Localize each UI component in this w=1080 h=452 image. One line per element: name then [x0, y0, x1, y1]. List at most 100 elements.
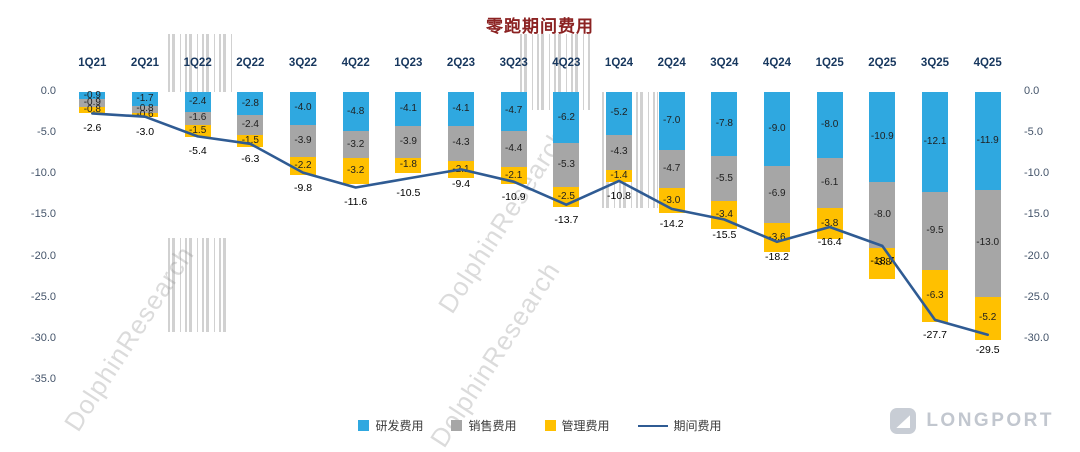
- bar-value-label-rd-expense: -2.4: [189, 95, 207, 107]
- y-axis-label-left: -25.0: [30, 290, 56, 303]
- period-expense-total-label: -2.6: [83, 122, 102, 135]
- y-axis-label-right: -5.0: [1024, 126, 1043, 139]
- period-expense-total-label: -18.2: [765, 250, 789, 263]
- bar-value-label-admin-expense: -2.1: [452, 163, 470, 175]
- period-expense-total-label: -18.7: [870, 254, 895, 267]
- period-expense-total-label: -14.2: [659, 217, 684, 230]
- bar-value-label-rd-expense: -0.9: [83, 89, 101, 101]
- bar-value-label-rd-expense: -5.2: [610, 107, 628, 119]
- bar-segment-rd-expense: [237, 92, 264, 116]
- x-axis-label: 2Q25: [868, 57, 897, 69]
- y-axis-label-left: -35.0: [30, 373, 56, 385]
- y-axis-label-left: -10.0: [30, 167, 56, 180]
- x-axis-label: 2Q21: [130, 57, 160, 69]
- bar-value-label-admin-expense: -2.1: [505, 169, 523, 181]
- legend-item-rd-expense: 研发费用: [358, 417, 423, 434]
- bar-value-label-rd-expense: -6.2: [557, 111, 575, 123]
- y-axis-label-left: -30.0: [30, 331, 56, 344]
- period-expense-total-label: -16.4: [817, 235, 842, 248]
- bar-value-label-admin-expense: -3.2: [347, 164, 365, 176]
- bar-value-label-selling-expense: -6.9: [768, 188, 786, 200]
- legend: 研发费用 销售费用 管理费用 期间费用: [0, 417, 1080, 434]
- legend-item-period-expense: 期间费用: [637, 417, 722, 434]
- bar-value-label-rd-expense: -7.8: [715, 118, 733, 130]
- period-expense-total-label: -3.0: [135, 125, 155, 138]
- period-expense-total-label: -9.4: [451, 178, 471, 191]
- bar-value-label-selling-expense: -4.3: [610, 146, 628, 158]
- bar-segment-admin-expense: [79, 106, 106, 114]
- y-axis-label-left: -20.0: [30, 249, 56, 262]
- bar-value-label-selling-expense: -8.0: [873, 208, 891, 220]
- x-axis-label: 2Q24: [657, 57, 686, 69]
- bar-value-label-admin-expense: -3.0: [663, 194, 681, 206]
- bar-value-label-selling-expense: -13.0: [976, 237, 1000, 249]
- bar-value-label-admin-expense: -3.4: [715, 209, 733, 221]
- bar-value-label-rd-expense: -10.9: [870, 130, 894, 142]
- legend-label-period-expense: 期间费用: [673, 419, 722, 433]
- y-axis-label-left: -15.0: [30, 208, 56, 221]
- period-expense-total-label: -11.6: [344, 196, 368, 209]
- longport-brand-name: LONGPORT: [926, 410, 1054, 431]
- bar-value-label-admin-expense: -1.5: [241, 134, 259, 146]
- bar-value-label-selling-expense: -3.2: [347, 138, 365, 150]
- bar-value-label-rd-expense: -7.0: [663, 114, 681, 126]
- bar-value-label-selling-expense: -0.9: [83, 97, 101, 109]
- x-axis-label: 3Q24: [710, 57, 739, 69]
- bar-value-label-selling-expense: -2.4: [241, 118, 259, 130]
- x-axis-label: 1Q24: [604, 57, 634, 69]
- legend-label-admin-expense: 管理费用: [561, 419, 610, 433]
- period-expense-total-label: -10.8: [607, 189, 631, 202]
- bar-value-label-rd-expense: -4.7: [505, 105, 523, 117]
- bar-value-label-selling-expense: -3.9: [399, 135, 417, 147]
- bar-value-label-rd-expense: -11.9: [976, 134, 999, 146]
- legend-label-selling-expense: 销售费用: [468, 419, 517, 433]
- bar-value-label-selling-expense: -4.3: [452, 137, 470, 149]
- bar-value-label-admin-expense: -3.6: [768, 231, 786, 243]
- legend-label-rd-expense: 研发费用: [375, 419, 424, 433]
- dolphin-watermark: DolphinResearch: [58, 240, 200, 437]
- bar-value-label-selling-expense: -1.6: [189, 112, 207, 124]
- y-axis-label-left: -5.0: [37, 126, 56, 139]
- y-axis-label-right: -25.0: [1024, 290, 1050, 303]
- x-axis-label: 4Q22: [341, 57, 370, 69]
- period-expense-total-label: -27.7: [923, 328, 947, 341]
- bar-segment-rd-expense: [79, 92, 106, 100]
- bar-value-label-admin-expense: -1.8: [399, 159, 417, 171]
- bar-value-label-selling-expense: -4.7: [663, 162, 681, 174]
- bar-segment-selling-expense: [132, 105, 158, 113]
- bar-value-label-admin-expense: -2.5: [557, 190, 575, 202]
- y-axis-label-right: -10.0: [1024, 167, 1050, 180]
- selling-expense-swatch: [451, 420, 463, 431]
- bar-value-label-rd-expense: -4.1: [399, 102, 417, 114]
- bar-value-label-rd-expense: -1.7: [136, 92, 154, 104]
- bar-value-label-rd-expense: -9.0: [768, 123, 786, 135]
- period-expense-line-swatch: [637, 424, 668, 427]
- bar-value-label-selling-expense: -6.1: [821, 176, 839, 188]
- bar-value-label-rd-expense: -4.0: [294, 102, 312, 114]
- bar-value-label-rd-expense: -8.0: [821, 118, 839, 130]
- bar-value-label-selling-expense: -4.4: [505, 142, 523, 154]
- bar-value-label-admin-expense: -6.3: [926, 289, 944, 301]
- bar-segment-rd-expense: [132, 92, 158, 106]
- rd-expense-swatch: [358, 420, 370, 431]
- bar-value-label-rd-expense: -4.8: [347, 105, 365, 117]
- barcode-artifact: [168, 238, 230, 332]
- x-axis-label: 4Q23: [552, 57, 581, 69]
- bar-segment-selling-expense: [79, 99, 106, 107]
- bar-value-label-rd-expense: -12.1: [923, 135, 947, 147]
- chart-title: 零跑期间费用: [486, 17, 594, 36]
- period-expense-total-label: -6.3: [241, 152, 260, 165]
- period-expense-total-label: -10.9: [501, 190, 526, 203]
- period-expense-total-label: -29.5: [975, 343, 1000, 356]
- y-axis-label-right: -15.0: [1024, 208, 1050, 221]
- y-axis-label-right: 0.0: [1024, 85, 1040, 97]
- x-axis-label: 3Q22: [288, 57, 318, 69]
- x-axis-label: 1Q22: [183, 57, 212, 69]
- x-axis-label: 3Q23: [499, 57, 528, 69]
- x-axis-label: 1Q23: [394, 57, 423, 69]
- x-axis-label: 3Q25: [920, 57, 950, 69]
- period-expense-total-label: -5.4: [188, 145, 207, 158]
- bar-value-label-admin-expense: -3.8: [821, 217, 839, 229]
